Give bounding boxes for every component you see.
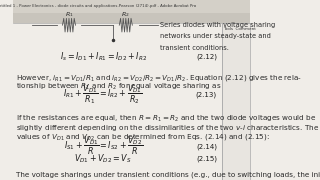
- Text: $I_{R1} + \dfrac{V_{D1}}{R_1} = I_{R2} + \dfrac{V_{D1}}{R_2}$: $I_{R1} + \dfrac{V_{D1}}{R_1} = I_{R2} +…: [63, 83, 143, 106]
- Text: Untitled 1 - Power Electronics - diode circuits and applications-Pearson (2714).: Untitled 1 - Power Electronics - diode c…: [0, 4, 196, 8]
- Text: networks under steady-state and: networks under steady-state and: [160, 33, 271, 39]
- Text: values of $V_{D1}$ and $V_{D2}$ can be determined from Eqs. (2.14) and (2.15):: values of $V_{D1}$ and $V_{D2}$ can be d…: [16, 132, 269, 142]
- Text: $I_s = I_{D1} + I_{R1} = I_{D2} + I_{R2}$: $I_s = I_{D1} + I_{R1} = I_{D2} + I_{R2}…: [60, 50, 147, 63]
- Text: (2.12): (2.12): [196, 53, 217, 60]
- Text: $R_2$: $R_2$: [122, 10, 130, 19]
- Text: (2.15): (2.15): [196, 156, 217, 162]
- Text: tionship between $R_1$ and $R_2$ for equal voltage sharing as: tionship between $R_1$ and $R_2$ for equ…: [16, 82, 221, 92]
- FancyBboxPatch shape: [13, 0, 250, 23]
- Text: $V_{D1} + V_{D2} = V_S$: $V_{D1} + V_{D2} = V_S$: [75, 153, 132, 165]
- FancyBboxPatch shape: [13, 13, 250, 23]
- Text: slightly different depending on the dissimilarities of the two $v$-$i$ character: slightly different depending on the diss…: [16, 123, 319, 133]
- Text: However, $i_{R1} = V_{D1}/R_1$ and $i_{R2} = V_{D2}/R_2 = V_{D1}/R_2$. Equation : However, $i_{R1} = V_{D1}/R_1$ and $i_{R…: [16, 73, 302, 83]
- Text: $I_{S1} + \dfrac{V_{D1}}{R} = I_{S2} + \dfrac{V_{D2}}{R}$: $I_{S1} + \dfrac{V_{D1}}{R} = I_{S2} + \…: [64, 136, 143, 158]
- Text: (2.14): (2.14): [196, 143, 217, 150]
- Text: (2.13): (2.13): [196, 91, 217, 98]
- Text: If the resistances are equal, then $R = R_1 = R_2$ and the two diode voltages wo: If the resistances are equal, then $R = …: [16, 114, 316, 124]
- Text: Tools  Comment: Tools Comment: [223, 27, 256, 31]
- Text: $R_1$: $R_1$: [65, 10, 73, 19]
- Text: transient conditions.: transient conditions.: [160, 45, 229, 51]
- FancyBboxPatch shape: [222, 23, 250, 180]
- Text: Series diodes with voltage sharing: Series diodes with voltage sharing: [160, 22, 276, 28]
- Text: The voltage sharings under transient conditions (e.g., due to switching loads, t: The voltage sharings under transient con…: [16, 172, 320, 178]
